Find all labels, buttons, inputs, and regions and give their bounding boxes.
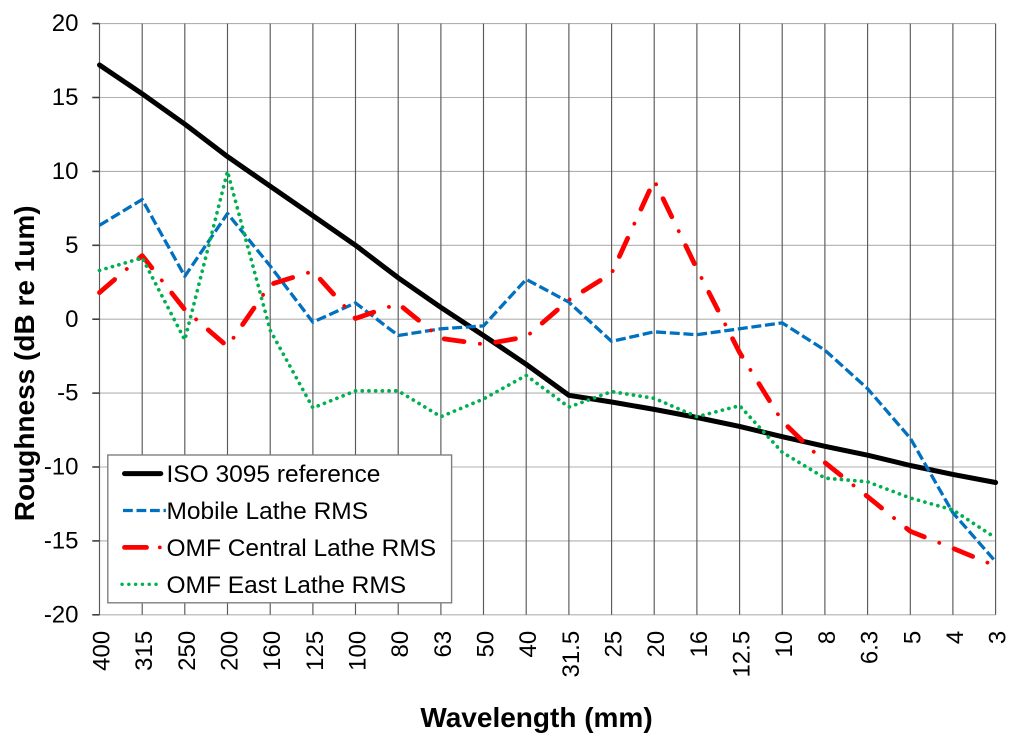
svg-text:-10: -10	[44, 454, 79, 481]
svg-text:315: 315	[131, 631, 158, 671]
svg-text:10: 10	[771, 631, 798, 658]
svg-text:0: 0	[65, 306, 78, 333]
svg-text:20: 20	[643, 631, 670, 658]
svg-text:15: 15	[52, 84, 79, 111]
svg-text:-5: -5	[57, 380, 78, 407]
svg-text:400: 400	[89, 631, 116, 671]
svg-text:63: 63	[430, 631, 457, 658]
svg-text:31.5: 31.5	[558, 631, 585, 678]
svg-text:40: 40	[515, 631, 542, 658]
svg-text:5: 5	[899, 631, 926, 644]
svg-text:6.3: 6.3	[857, 631, 884, 664]
svg-text:-20: -20	[44, 601, 79, 628]
svg-text:10: 10	[52, 158, 79, 185]
svg-text:80: 80	[387, 631, 414, 658]
svg-text:Roughness (dB re 1um): Roughness (dB re 1um)	[9, 205, 40, 521]
svg-text:16: 16	[686, 631, 713, 658]
svg-text:125: 125	[302, 631, 329, 671]
svg-text:4: 4	[942, 631, 969, 644]
svg-text:12.5: 12.5	[729, 631, 756, 678]
svg-text:OMF Central Lathe RMS: OMF Central Lathe RMS	[167, 535, 437, 562]
svg-text:200: 200	[217, 631, 244, 671]
svg-text:Mobile Lathe RMS: Mobile Lathe RMS	[167, 498, 369, 525]
svg-text:3: 3	[985, 631, 1012, 644]
svg-text:100: 100	[345, 631, 372, 671]
svg-text:ISO 3095 reference: ISO 3095 reference	[167, 461, 381, 488]
svg-text:20: 20	[52, 10, 79, 37]
svg-text:250: 250	[174, 631, 201, 671]
svg-text:-15: -15	[44, 528, 79, 555]
svg-text:8: 8	[814, 631, 841, 644]
svg-text:25: 25	[601, 631, 628, 658]
svg-text:160: 160	[259, 631, 286, 671]
svg-text:50: 50	[473, 631, 500, 658]
svg-text:OMF East Lathe RMS: OMF East Lathe RMS	[167, 572, 407, 599]
svg-text:Wavelength (mm): Wavelength (mm)	[420, 702, 652, 733]
svg-text:5: 5	[65, 232, 78, 259]
